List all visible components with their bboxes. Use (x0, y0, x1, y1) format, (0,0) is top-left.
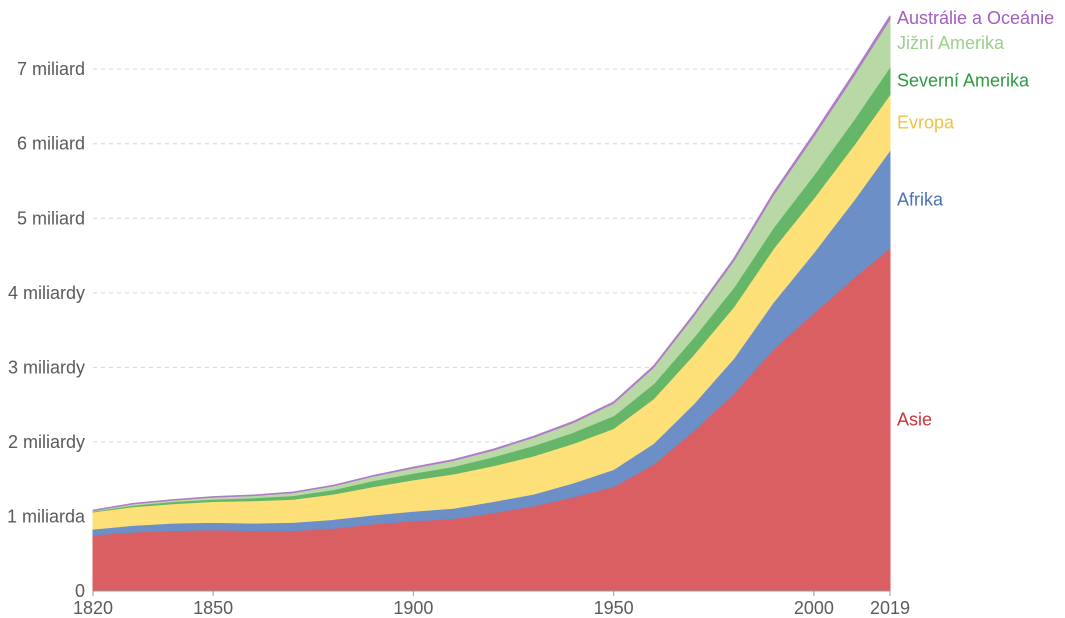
y-tick-label: 1 miliarda (7, 506, 86, 526)
y-tick-label: 0 (75, 581, 85, 601)
x-tick-label: 1900 (393, 598, 433, 618)
series-label: Severní Amerika (897, 71, 1030, 91)
series-label: Asie (897, 410, 932, 430)
axes: 0 1 miliarda 2 miliardy 3 miliardy 4 miliard… (7, 59, 910, 618)
y-tick-label: 4 miliardy (8, 283, 85, 303)
area-series (92, 15, 891, 592)
x-tick-label: 2000 (794, 598, 834, 618)
x-tick-label: 1950 (594, 598, 634, 618)
y-tick-label: 5 miliard (17, 208, 85, 228)
series-label: Austrálie a Oceánie (897, 8, 1054, 28)
series-label: Jižní Amerika (897, 33, 1005, 53)
y-tick-label: 6 miliard (17, 134, 85, 154)
x-tick-label: 1850 (193, 598, 233, 618)
y-tick-label: 2 miliardy (8, 432, 85, 452)
x-tick-label: 2019 (870, 598, 910, 618)
y-tick-label: 3 miliardy (8, 357, 85, 377)
y-tick-label: 7 miliard (17, 59, 85, 79)
top-outline (92, 15, 891, 512)
series-label: Evropa (897, 112, 955, 132)
x-tick-label: 1820 (73, 598, 113, 618)
series-labels: Austrálie a Oceánie Jižní Amerika Severní … (897, 8, 1054, 429)
series-label: Afrika (897, 189, 944, 209)
